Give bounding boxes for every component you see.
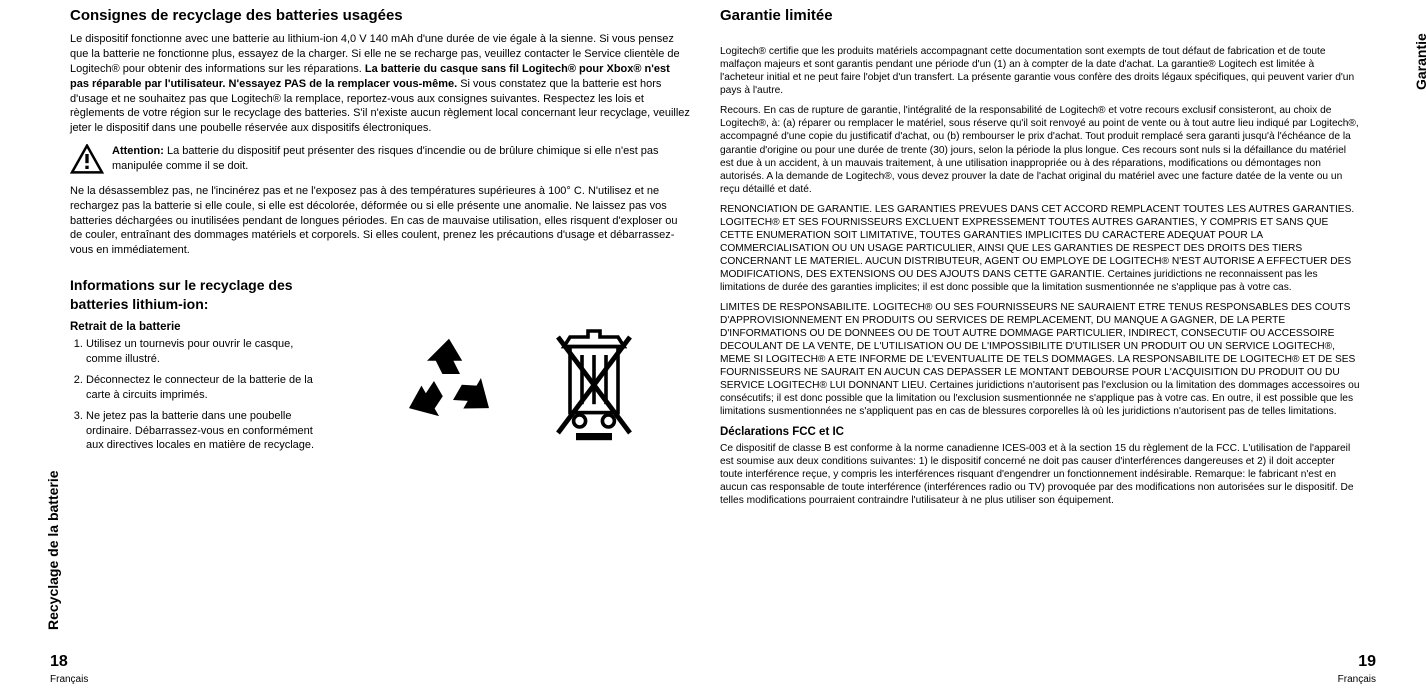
right-column: Garantie limitée Logitech® certifie que … [720,0,1360,514]
recycle-icon [394,330,504,440]
battery-removal-heading: Retrait de la batterie [70,320,330,336]
page-lang-right: Français [1338,674,1376,685]
side-label-right: Garantie [1412,33,1426,90]
fcc-text: Ce dispositif de classe B est conforme à… [720,442,1360,507]
left-column: Consignes de recyclage des batteries usa… [70,0,690,514]
page-num-left: 18 [50,651,88,673]
warranty-heading: Garantie limitée [720,6,1360,25]
page-num-right: 19 [1338,651,1376,673]
recycle-info-heading: Informations sur le recyclage des batter… [70,276,330,314]
step-2: Déconnectez le connecteur de la batterie… [86,373,330,403]
warranty-p3: RENONCIATION DE GARANTIE. LES GARANTIES … [720,203,1360,294]
warranty-p1: Logitech® certifie que les produits maté… [720,45,1360,97]
recycling-intro: Le dispositif fonctionne avec une batter… [70,32,690,136]
warranty-p4: LIMITES DE RESPONSABILITE. LOGITECH® OU … [720,301,1360,418]
attention-detail: Ne la désassemblez pas, ne l'incinérez p… [70,184,690,258]
fcc-heading: Déclarations FCC et IC [720,425,1360,440]
no-bin-icon [544,325,644,445]
recycle-figures [348,276,690,459]
footer-left: 18 Français [50,651,88,686]
side-label-left: Recyclage de la batterie [44,470,63,630]
step-1: Utilisez un tournevis pour ouvrir le cas… [86,337,330,367]
attention-block: Attention: La batterie du dispositif peu… [70,144,690,182]
recycle-info-text: Informations sur le recyclage des batter… [70,276,330,459]
warranty-p2: Recours. En cas de rupture de garantie, … [720,104,1360,195]
step-3: Ne jetez pas la batterie dans une poubel… [86,409,330,454]
page-lang-left: Français [50,674,88,685]
footer-right: 19 Français [1338,651,1376,686]
recycling-heading: Consignes de recyclage des batteries usa… [70,6,690,26]
removal-steps: Utilisez un tournevis pour ouvrir le cas… [70,337,330,453]
attention-line1: Attention: La batterie du dispositif peu… [112,144,690,174]
warning-icon [70,144,104,174]
